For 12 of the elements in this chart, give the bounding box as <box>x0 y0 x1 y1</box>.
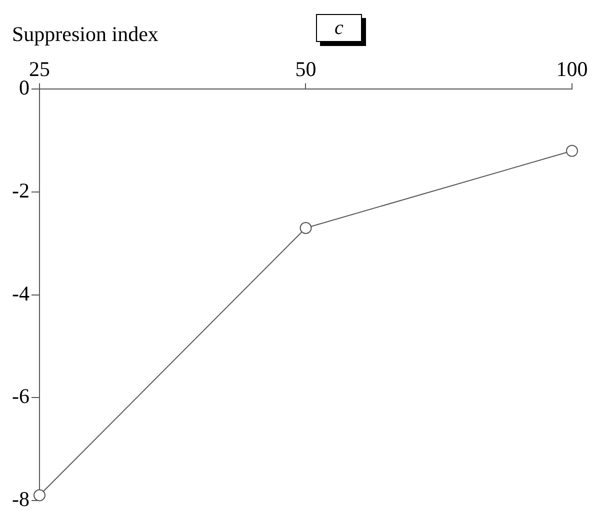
y-axis-title: Suppresion index <box>12 22 158 47</box>
x-tick-label: 100 <box>556 57 588 82</box>
y-tick-label: -8 <box>12 486 30 511</box>
text: c <box>316 14 362 42</box>
y-tick-label: -2 <box>12 178 30 203</box>
y-tick-label: -4 <box>12 281 30 306</box>
x-tick-label: 50 <box>295 57 316 82</box>
x-tick-label: 25 <box>28 57 50 82</box>
point <box>300 222 312 234</box>
point <box>566 144 578 157</box>
y-tick-label: -6 <box>12 384 30 408</box>
y-tick-label: 0 <box>18 76 30 100</box>
